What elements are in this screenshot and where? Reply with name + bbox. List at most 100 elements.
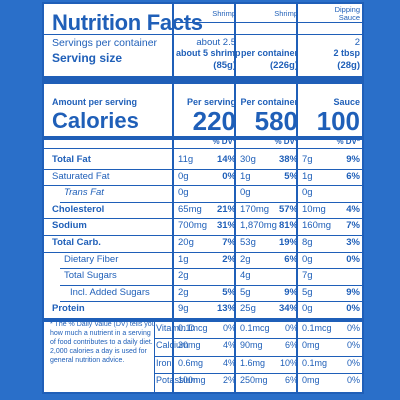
- nutrient-amount: 1g: [178, 253, 189, 265]
- nutrient-dv: 19%: [278, 237, 298, 248]
- nutrient-dv: 14%: [216, 154, 236, 165]
- nutrient-dv: 2%: [222, 253, 236, 265]
- column-name: Shrimp: [274, 9, 298, 18]
- calories-value: 100: [316, 106, 360, 136]
- column-name: Sauce: [338, 13, 360, 22]
- calories-value: 220: [192, 106, 236, 136]
- nutrient-dv: 13%: [216, 303, 236, 315]
- row-rule: [60, 301, 362, 303]
- nutrient-name: Saturated Fat: [52, 170, 110, 182]
- vitamin-dv: 6%: [284, 340, 298, 351]
- nutrient-amount: 160mg: [302, 220, 332, 232]
- nutrient-dv: 9%: [284, 286, 298, 298]
- nutrient-dv: 5%: [222, 286, 236, 298]
- servings-value: 2: [354, 37, 360, 48]
- vitamin-name: Calcium: [156, 340, 189, 351]
- nutrient-amount: 1,870mg: [240, 220, 277, 232]
- servings-value: about 2.5: [196, 37, 236, 48]
- vitamin-amount: 0mg: [302, 340, 320, 351]
- row-rule: [44, 318, 362, 322]
- vitamin-amount: 90mg: [240, 340, 263, 351]
- row-rule: [60, 268, 362, 270]
- nutrient-dv: 5%: [284, 170, 298, 182]
- serving-size-value: about 5 shrimp: [176, 48, 241, 58]
- serving-weight: (226g): [270, 60, 298, 71]
- vitamin-dv: 0%: [346, 323, 360, 333]
- vitamin-amount: 100mg: [178, 374, 206, 385]
- dv-header: % DV*: [274, 137, 298, 146]
- nutrient-dv: 7%: [222, 237, 236, 248]
- nutrient-dv: 9%: [346, 286, 360, 298]
- nutrient-amount: 170mg: [240, 203, 270, 215]
- nutrient-amount: 8g: [302, 237, 313, 248]
- nutrient-dv: 6%: [346, 170, 360, 182]
- vitamin-amount: 0mg: [302, 374, 320, 385]
- nutrient-dv: 6%: [284, 253, 298, 265]
- nutrient-dv: 21%: [216, 203, 236, 215]
- nutrient-amount: 65mg: [178, 203, 202, 215]
- dv-header: % DV*: [212, 137, 236, 146]
- nutrient-amount: 2g: [178, 270, 189, 282]
- nutrient-amount: 20g: [178, 237, 194, 248]
- nutrient-dv: 0%: [346, 253, 360, 265]
- vitamin-dv: 4%: [222, 357, 236, 368]
- nutrient-amount: 53g: [240, 237, 256, 248]
- nutrient-amount: 0g: [302, 303, 313, 315]
- dv-footnote: * The % Daily Value (DV) tells you how m…: [50, 321, 156, 365]
- row-rule: [44, 168, 362, 170]
- vitamin-dv: 6%: [284, 374, 298, 385]
- column-divider: [296, 4, 298, 392]
- vitamin-rule: [154, 372, 362, 374]
- nutrient-dv: 34%: [278, 303, 298, 315]
- nutrient-name: Trans Fat: [64, 187, 104, 199]
- nutrient-dv: 9%: [346, 154, 360, 165]
- label-title: Nutrition Facts: [52, 10, 203, 35]
- nutrient-name: Protein: [52, 303, 85, 315]
- nutrient-dv: 0%: [222, 170, 236, 182]
- row-rule: [60, 284, 362, 286]
- vitamin-amount: 0.1mcg: [178, 323, 208, 333]
- row-rule: [60, 201, 362, 203]
- column-name: Shrimp: [212, 9, 236, 18]
- thick-rule: [44, 76, 362, 84]
- nutrient-amount: 4g: [240, 270, 251, 282]
- serving-size-value: per container: [240, 48, 298, 58]
- nutrient-amount: 11g: [178, 154, 194, 165]
- nutrient-amount: 7g: [302, 154, 313, 165]
- vitamin-name: Iron: [156, 357, 172, 368]
- vitamin-dv: 0%: [284, 323, 298, 333]
- nutrient-dv: 3%: [346, 237, 360, 248]
- amount-per-serving-label: Amount per serving: [52, 97, 138, 107]
- nutrient-dv: 7%: [346, 220, 360, 232]
- nutrient-dv: 31%: [216, 220, 236, 232]
- dv-rule: [44, 148, 362, 149]
- vitamin-dv: 0%: [346, 340, 360, 351]
- serving-weight: (85g): [213, 60, 236, 71]
- calories-rule: [44, 136, 362, 140]
- calorie-column-header: Per serving: [186, 97, 236, 107]
- row-rule: [44, 251, 362, 253]
- nutrient-amount: 2g: [240, 253, 251, 265]
- vitamin-name: Vitamin D: [156, 323, 195, 333]
- nutrient-amount: 1g: [302, 170, 313, 182]
- nutrient-amount: 9g: [178, 303, 189, 315]
- nutrient-name: Dietary Fiber: [64, 253, 119, 265]
- nutrition-facts-label: Nutrition Facts Servings per container S…: [42, 2, 364, 394]
- vitamin-amount: 0.1mcg: [240, 323, 270, 333]
- serving-weight: (28g): [337, 60, 360, 71]
- nutrient-name: Total Fat: [52, 154, 91, 165]
- nutrient-dv: 38%: [278, 154, 298, 165]
- row-rule: [44, 185, 362, 187]
- column-divider: [172, 4, 174, 392]
- dv-header: % DV*: [336, 137, 360, 146]
- header-rule: [172, 22, 362, 23]
- nutrient-amount: 5g: [302, 286, 313, 298]
- vitamin-rule: [154, 338, 362, 340]
- nutrient-amount: 0g: [178, 187, 189, 199]
- nutrient-amount: 0g: [178, 170, 189, 182]
- vitamin-rule: [154, 355, 362, 357]
- calorie-column-header: Per container: [240, 97, 298, 107]
- vitamin-dv: 2%: [222, 374, 236, 385]
- calories-label: Calories: [52, 108, 139, 133]
- nutrient-name: Sodium: [52, 220, 87, 232]
